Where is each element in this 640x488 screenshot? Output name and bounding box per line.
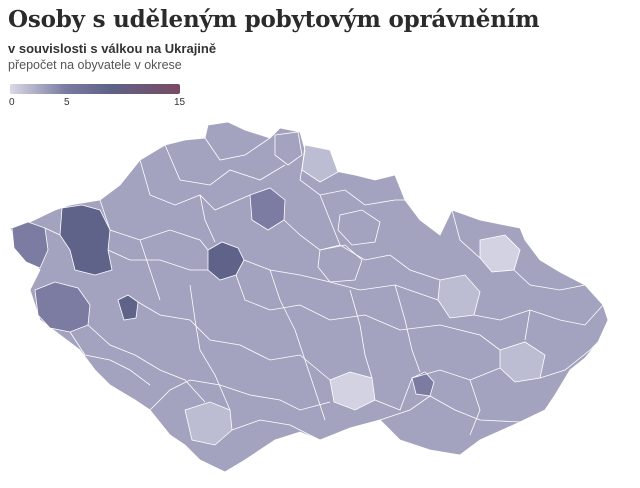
- map-note: přepočet na obyvatele v okrese: [8, 58, 182, 72]
- district-borders: [44, 137, 604, 441]
- map-subtitle: v souvislosti s válkou na Ukrajině: [8, 41, 217, 56]
- legend-tick-min: 0: [9, 97, 15, 108]
- district-ceska-lipa: [274, 131, 303, 166]
- district-prague: [207, 241, 245, 281]
- czech-district-map: [9, 121, 609, 473]
- color-legend: 0 5 15: [8, 80, 186, 110]
- district-brno-city: [411, 371, 435, 397]
- district-karlovy-vary: [59, 204, 113, 276]
- district-hradec-kralove: [337, 209, 381, 246]
- map-title: Osoby s uděleným pobytovým oprávněním: [8, 6, 540, 33]
- district-cheb: [11, 221, 49, 269]
- legend-tick-max: 15: [174, 97, 186, 108]
- district-pardubice: [317, 244, 363, 283]
- legend-gradient: [10, 84, 180, 94]
- legend-tick-mid: 5: [64, 97, 70, 108]
- district-plzen-city: [117, 294, 139, 321]
